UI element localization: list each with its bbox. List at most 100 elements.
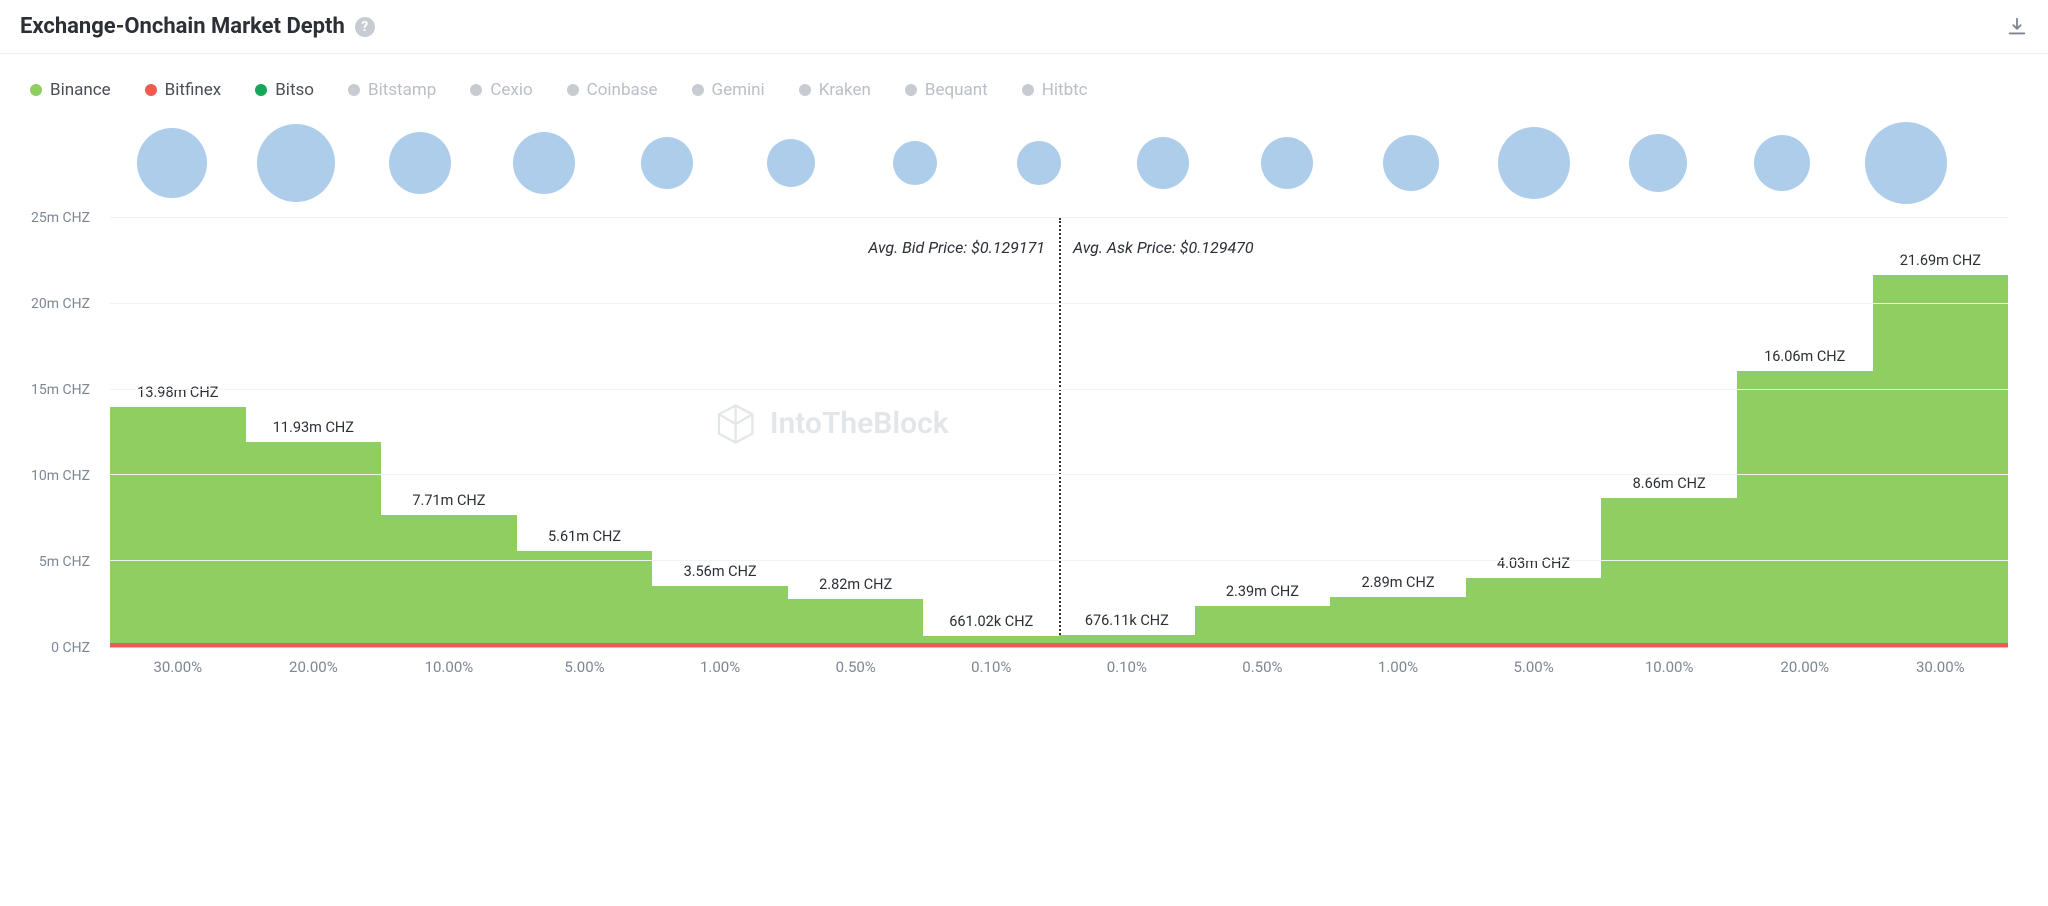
bar-value-label: 4.03m CHZ: [1497, 555, 1570, 572]
bar-secondary: [1737, 643, 1873, 647]
bar-secondary: [110, 643, 246, 647]
legend-item-bequant[interactable]: Bequant: [905, 80, 988, 100]
legend-item-kraken[interactable]: Kraken: [799, 80, 871, 100]
plot-area: IntoTheBlock Avg. Bid Price: $0.129171 A…: [110, 218, 2008, 648]
bar-slot: 5.61m CHZ: [517, 218, 653, 647]
legend-label: Hitbtc: [1042, 80, 1088, 100]
legend-item-bitstamp[interactable]: Bitstamp: [348, 80, 436, 100]
y-tick: 25m CHZ: [31, 210, 90, 226]
y-tick: 0 CHZ: [51, 640, 90, 656]
bubble[interactable]: [513, 132, 575, 194]
bubble[interactable]: [893, 141, 937, 185]
bubble[interactable]: [1261, 137, 1313, 189]
bar-value-label: 16.06m CHZ: [1764, 348, 1845, 365]
bar[interactable]: [381, 515, 517, 647]
legend-item-hitbtc[interactable]: Hitbtc: [1022, 80, 1088, 100]
bar-value-label: 8.66m CHZ: [1633, 475, 1706, 492]
legend-item-gemini[interactable]: Gemini: [692, 80, 765, 100]
bar-slot: 16.06m CHZ: [1737, 218, 1873, 647]
bar[interactable]: [1601, 498, 1737, 647]
help-icon[interactable]: ?: [355, 17, 375, 37]
y-tick: 10m CHZ: [31, 468, 90, 484]
bar-slot: 7.71m CHZ: [381, 218, 517, 647]
x-tick: 20.00%: [1737, 648, 1873, 688]
bar[interactable]: [652, 586, 788, 647]
legend-dot-icon: [692, 84, 704, 96]
legend-item-coinbase[interactable]: Coinbase: [567, 80, 658, 100]
bar-secondary: [1195, 643, 1331, 647]
x-axis: 30.00%20.00%10.00%5.00%1.00%0.50%0.10%0.…: [110, 648, 2008, 688]
bar-secondary: [788, 643, 924, 647]
bubble[interactable]: [1383, 135, 1439, 191]
chart: 0 CHZ5m CHZ10m CHZ15m CHZ20m CHZ25m CHZ …: [0, 218, 2028, 688]
grid-line: [110, 389, 2008, 390]
bar-slot: 21.69m CHZ: [1873, 218, 2009, 647]
legend-dot-icon: [145, 84, 157, 96]
bar[interactable]: [1466, 578, 1602, 647]
grid-line: [110, 474, 2008, 475]
legend-dot-icon: [30, 84, 42, 96]
legend-label: Gemini: [712, 80, 765, 100]
bar[interactable]: [246, 442, 382, 647]
legend-label: Bitstamp: [368, 80, 436, 100]
bar-slot: 3.56m CHZ: [652, 218, 788, 647]
bar[interactable]: [517, 551, 653, 647]
bubble[interactable]: [137, 128, 207, 198]
x-tick: 20.00%: [246, 648, 382, 688]
bar-value-label: 2.89m CHZ: [1361, 574, 1434, 591]
bubble[interactable]: [1865, 122, 1947, 204]
bar-value-label: 2.39m CHZ: [1226, 583, 1299, 600]
bar-slot: 676.11k CHZ: [1059, 218, 1195, 647]
x-tick: 0.10%: [923, 648, 1059, 688]
header: Exchange-Onchain Market Depth ?: [0, 0, 2048, 54]
bar[interactable]: [1330, 597, 1466, 647]
bubble[interactable]: [1629, 134, 1687, 192]
x-tick: 5.00%: [517, 648, 653, 688]
x-tick: 1.00%: [1330, 648, 1466, 688]
bubble[interactable]: [1017, 141, 1061, 185]
bubble[interactable]: [767, 139, 815, 187]
bar[interactable]: [788, 599, 924, 647]
bar[interactable]: [110, 407, 246, 647]
legend-label: Cexio: [490, 80, 532, 100]
x-tick: 30.00%: [110, 648, 246, 688]
bubble[interactable]: [1754, 135, 1810, 191]
x-tick: 10.00%: [381, 648, 517, 688]
bar-secondary: [923, 643, 1059, 647]
x-tick: 0.50%: [788, 648, 924, 688]
legend-dot-icon: [348, 84, 360, 96]
bubble[interactable]: [641, 137, 693, 189]
bubble[interactable]: [257, 124, 335, 202]
title-wrap: Exchange-Onchain Market Depth ?: [20, 14, 375, 39]
bubble[interactable]: [1137, 137, 1189, 189]
legend-dot-icon: [799, 84, 811, 96]
legend-dot-icon: [1022, 84, 1034, 96]
legend-dot-icon: [470, 84, 482, 96]
x-tick: 0.10%: [1059, 648, 1195, 688]
y-tick: 20m CHZ: [31, 296, 90, 312]
bar-value-label: 5.61m CHZ: [548, 528, 621, 545]
bar[interactable]: [1195, 606, 1331, 647]
y-tick: 5m CHZ: [39, 554, 90, 570]
bar-slot: 4.03m CHZ: [1466, 218, 1602, 647]
legend-item-bitso[interactable]: Bitso: [255, 80, 314, 100]
bar-secondary: [517, 643, 653, 647]
legend-label: Bequant: [925, 80, 988, 100]
bubble[interactable]: [1498, 127, 1570, 199]
bar-slot: 2.82m CHZ: [788, 218, 924, 647]
x-tick: 10.00%: [1601, 648, 1737, 688]
bar-secondary: [1601, 643, 1737, 647]
bar-secondary: [652, 643, 788, 647]
legend: Binance Bitfinex Bitso Bitstamp Cexio Coinbas…: [0, 54, 2048, 110]
legend-item-bitfinex[interactable]: Bitfinex: [145, 80, 222, 100]
bubble[interactable]: [389, 132, 451, 194]
bar-slot: 661.02k CHZ: [923, 218, 1059, 647]
download-icon[interactable]: [2006, 16, 2028, 38]
bar-slot: 8.66m CHZ: [1601, 218, 1737, 647]
legend-item-binance[interactable]: Binance: [30, 80, 111, 100]
bar[interactable]: [1737, 371, 1873, 647]
legend-item-cexio[interactable]: Cexio: [470, 80, 532, 100]
legend-label: Kraken: [819, 80, 871, 100]
x-tick: 5.00%: [1466, 648, 1602, 688]
bar[interactable]: [1873, 275, 2009, 647]
